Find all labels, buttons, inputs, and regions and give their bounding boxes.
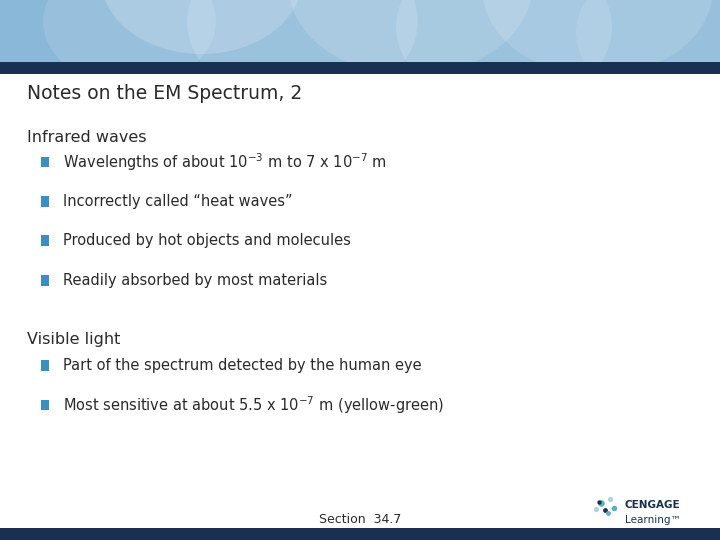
Circle shape — [482, 0, 713, 76]
Bar — [0, 62, 720, 74]
Bar — [40, 196, 49, 207]
Bar — [40, 400, 49, 410]
Text: Produced by hot objects and molecules: Produced by hot objects and molecules — [63, 233, 351, 248]
Circle shape — [288, 0, 533, 76]
Bar — [40, 235, 49, 246]
Circle shape — [187, 0, 418, 108]
Circle shape — [101, 0, 302, 54]
Text: Learning™: Learning™ — [625, 515, 681, 525]
Point — [590, 505, 602, 514]
Bar — [40, 157, 49, 167]
Point — [593, 498, 605, 507]
Text: Infrared waves: Infrared waves — [27, 130, 147, 145]
Point — [603, 509, 614, 517]
Bar — [40, 360, 49, 371]
Text: Wavelengths of about 10$^{-3}$ m to 7 x 10$^{-7}$ m: Wavelengths of about 10$^{-3}$ m to 7 x … — [63, 151, 387, 173]
Point — [599, 506, 611, 515]
Circle shape — [576, 0, 720, 103]
Text: Visible light: Visible light — [27, 332, 121, 347]
Text: Section  34.7: Section 34.7 — [319, 513, 401, 526]
Bar — [0, 528, 720, 540]
Point — [595, 499, 607, 508]
Text: Part of the spectrum detected by the human eye: Part of the spectrum detected by the hum… — [63, 358, 422, 373]
Text: Most sensitive at about 5.5 x 10$^{-7}$ m (yellow-green): Most sensitive at about 5.5 x 10$^{-7}$ … — [63, 394, 444, 416]
Bar — [40, 275, 49, 286]
Text: Readily absorbed by most materials: Readily absorbed by most materials — [63, 273, 328, 288]
Circle shape — [396, 0, 612, 108]
Bar — [0, 0, 720, 62]
Circle shape — [43, 0, 216, 86]
Text: Incorrectly called “heat waves”: Incorrectly called “heat waves” — [63, 194, 293, 209]
Text: Notes on the EM Spectrum, 2: Notes on the EM Spectrum, 2 — [27, 84, 302, 103]
Point — [604, 495, 616, 503]
Text: CENGAGE: CENGAGE — [625, 500, 680, 510]
Point — [608, 503, 620, 512]
